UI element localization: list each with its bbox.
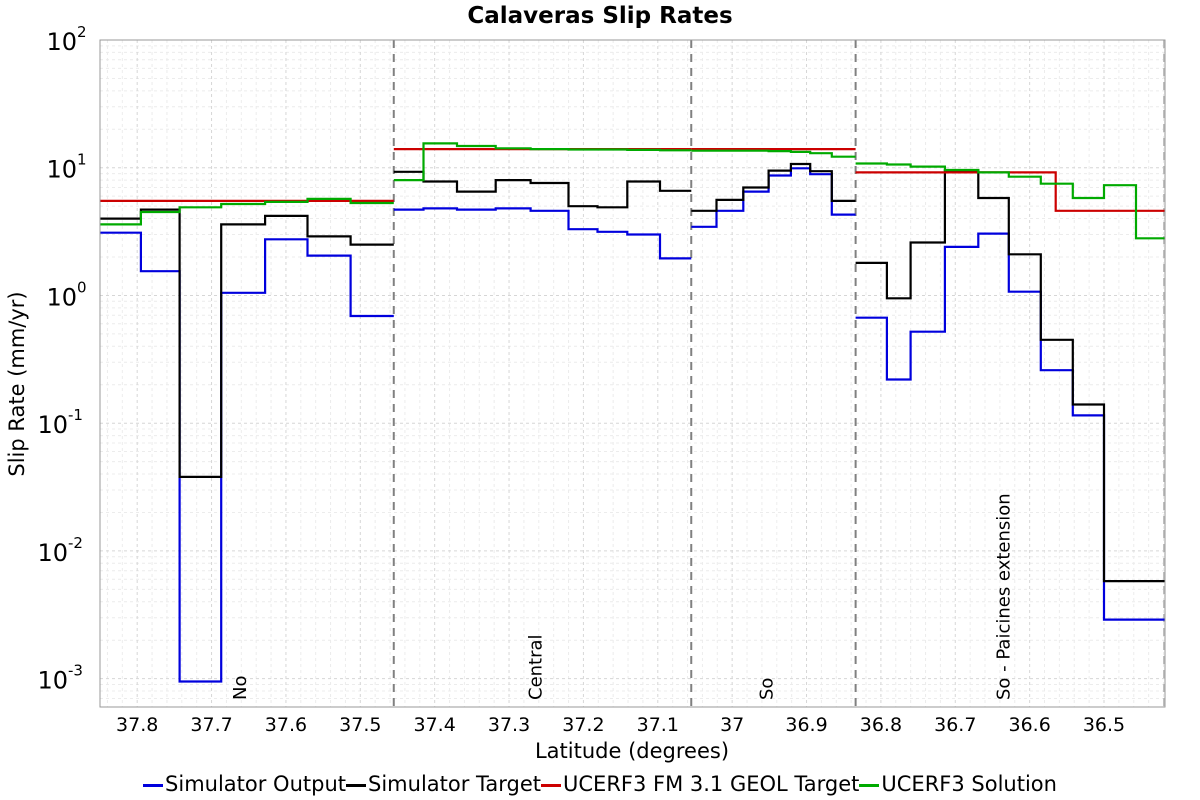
section-label: Central	[526, 634, 547, 700]
series-step-segment	[100, 208, 394, 478]
legend-item: Simulator Output	[143, 772, 346, 796]
chart-legend: Simulator Output Simulator Target UCERF3 F…	[0, 769, 1200, 799]
series-simulator-target	[100, 162, 1165, 583]
y-axis-label: Slip Rate (mm/yr)	[5, 291, 29, 476]
section-labels: No Central So So - Paicines extension	[230, 493, 1014, 700]
x-tick-label: 37.6	[265, 714, 307, 736]
section-label: No	[230, 676, 251, 700]
x-tick-label: 37.5	[339, 714, 381, 736]
series-step-segment	[691, 167, 856, 228]
slip-rate-chart: Calaveras Slip Rates No Central So So - Pai…	[5, 3, 1166, 763]
x-axis-label: Latitude (degrees)	[535, 739, 729, 763]
x-tick-label: 36.9	[785, 714, 827, 736]
chart-title: Calaveras Slip Rates	[467, 3, 732, 29]
section-label: So	[756, 678, 777, 700]
x-tick-label: 37.3	[488, 714, 530, 736]
y-tick-base: 10	[46, 283, 77, 311]
x-tick-label: 36.7	[934, 714, 976, 736]
legend-swatch	[859, 783, 880, 787]
y-tick-exponent: -1	[68, 406, 83, 424]
series-step-segment	[393, 142, 692, 182]
section-label: So - Paicines extension	[993, 493, 1014, 700]
x-tick-label: 37.2	[562, 714, 604, 736]
x-axis-ticks: 37.8 37.7 37.6 37.5 37.4 37.3 37.2 37.1 37 36.9 36…	[116, 714, 1125, 736]
y-tick-label: 10 -1	[37, 406, 83, 439]
x-tick-label: 36.8	[860, 714, 902, 736]
x-tick-label: 37.1	[637, 714, 679, 736]
series-step-segment	[691, 149, 856, 158]
y-tick-label: 10 -3	[37, 662, 83, 695]
legend-swatch	[143, 783, 164, 787]
series-step-segment	[393, 207, 692, 260]
y-tick-label: 10 0	[46, 278, 86, 311]
legend-item: UCERF3 FM 3.1 GEOL Target	[541, 772, 859, 796]
y-tick-label: 10 -2	[37, 534, 83, 567]
y-tick-base: 10	[46, 156, 77, 184]
y-tick-exponent: 2	[77, 23, 87, 41]
y-tick-base: 10	[37, 667, 68, 695]
series-step-segment	[100, 197, 394, 226]
y-tick-label: 10 2	[46, 23, 86, 56]
legend-swatch	[541, 783, 562, 787]
plot-area	[100, 40, 1165, 707]
legend-label: Simulator Output	[165, 772, 347, 796]
x-tick-label: 37	[720, 714, 744, 736]
series-step-segment	[393, 170, 692, 209]
y-tick-exponent: 0	[77, 278, 87, 296]
y-tick-exponent: -2	[68, 534, 83, 552]
series-ucerf3-solution	[100, 142, 1165, 240]
legend-item: Simulator Target	[346, 772, 541, 796]
x-tick-label: 37.4	[414, 714, 456, 736]
plot-border	[99, 39, 1166, 708]
y-tick-base: 10	[37, 539, 68, 567]
y-tick-base: 10	[46, 28, 77, 56]
series-step-segment	[100, 231, 394, 683]
series-step-segment	[855, 169, 1165, 583]
legend-item: UCERF3 Solution	[859, 772, 1057, 796]
x-tick-label: 37.7	[190, 714, 232, 736]
y-tick-base: 10	[37, 411, 68, 439]
series-layer	[100, 142, 1165, 683]
legend-label: UCERF3 FM 3.1 GEOL Target	[563, 772, 860, 796]
legend-label: UCERF3 Solution	[881, 772, 1057, 796]
y-tick-exponent: -3	[68, 662, 83, 680]
x-tick-label: 36.6	[1008, 714, 1050, 736]
series-step-segment	[855, 171, 1165, 212]
x-tick-label: 36.5	[1083, 714, 1125, 736]
x-tick-label: 37.8	[116, 714, 158, 736]
legend-swatch	[346, 783, 367, 787]
legend-label: Simulator Target	[368, 772, 542, 796]
series-step-segment	[855, 162, 1165, 240]
series-step-segment	[691, 162, 856, 212]
y-tick-label: 10 1	[46, 151, 86, 184]
y-tick-exponent: 1	[77, 151, 87, 169]
